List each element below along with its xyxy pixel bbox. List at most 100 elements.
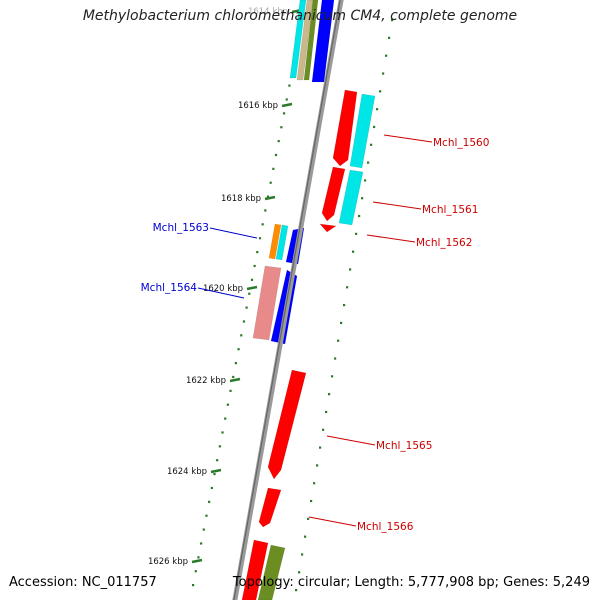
tick-mark-1 <box>281 102 293 108</box>
backbone <box>231 0 344 605</box>
guide-dot-inner-22 <box>240 334 243 337</box>
guide-dot-inner-13 <box>264 209 267 212</box>
guide-dot-inner-38 <box>197 556 200 559</box>
leader-mchl-1561 <box>372 201 422 210</box>
guide-dot-inner-30 <box>218 445 221 448</box>
tick-mark-3 <box>246 285 258 291</box>
guide-dot-inner-9 <box>274 153 278 157</box>
gene-features[interactable] <box>241 0 376 601</box>
gene-label-mchl-1565[interactable]: Mchl_1565 <box>376 440 432 452</box>
guide-dot-inner-12 <box>266 195 270 198</box>
guide-dot-outer-8 <box>367 161 370 164</box>
guide-dot-inner-26 <box>229 389 232 392</box>
guide-dot-inner-39 <box>194 570 197 573</box>
backbone-line <box>231 0 344 605</box>
guide-dot-outer-24 <box>319 446 322 449</box>
guide-dot-inner-40 <box>192 584 195 587</box>
gene-label-mchl-1564[interactable]: Mchl_1564 <box>141 282 198 294</box>
tick-dots <box>192 19 394 592</box>
guide-dot-inner-32 <box>213 473 216 476</box>
tick-mark-6 <box>191 558 203 564</box>
guide-dot-outer-20 <box>331 375 334 378</box>
guide-dot-outer-13 <box>352 250 355 253</box>
tick-mark-2 <box>264 195 276 201</box>
guide-dot-outer-5 <box>376 108 379 111</box>
feature-mchl-1563[interactable] <box>268 223 282 260</box>
guide-dot-inner-7 <box>280 126 283 129</box>
guide-dot-inner-8 <box>277 140 280 143</box>
feature-mchl-1560-cyan[interactable] <box>349 93 376 169</box>
guide-dot-outer-6 <box>373 125 376 129</box>
guide-dot-outer-2 <box>385 54 388 57</box>
guide-dot-outer-28 <box>307 517 310 520</box>
leader-mchl-1565 <box>326 435 376 446</box>
guide-dot-inner-33 <box>210 486 213 490</box>
guide-dot-outer-30 <box>301 553 304 556</box>
guide-dot-outer-29 <box>304 535 307 538</box>
tick-label-1: 1616 kbp <box>238 101 278 111</box>
gene-label-mchl-1560[interactable]: Mchl_1560 <box>433 137 489 149</box>
guide-dot-inner-25 <box>232 375 235 379</box>
gene-label-mchl-1563[interactable]: Mchl_1563 <box>153 222 209 234</box>
guide-dot-outer-10 <box>361 197 364 200</box>
feature-top-cyan[interactable] <box>289 0 307 79</box>
leader-mchl-1560 <box>383 134 433 143</box>
gene-label-mchl-1566[interactable]: Mchl_1566 <box>357 521 414 533</box>
guide-dot-inner-34 <box>208 500 211 503</box>
tick-mark-4 <box>229 377 241 383</box>
gene-label-mchl-1561[interactable]: Mchl_1561 <box>422 204 478 216</box>
tick-label-4: 1622 kbp <box>186 376 226 386</box>
leader-mchl-1564 <box>197 287 245 299</box>
guide-dot-inner-15 <box>258 237 262 240</box>
tick-label-5: 1624 kbp <box>167 467 207 477</box>
guide-dot-inner-4 <box>288 84 291 87</box>
guide-dot-inner-16 <box>256 251 259 254</box>
guide-dot-outer-19 <box>334 357 337 360</box>
gene-label-mchl-1562[interactable]: Mchl_1562 <box>416 237 472 249</box>
guide-dot-outer-22 <box>325 410 328 414</box>
leader-mchl-1563 <box>209 227 258 239</box>
guide-dot-inner-17 <box>253 264 256 268</box>
guide-dot-inner-5 <box>285 98 288 101</box>
guide-dot-outer-18 <box>337 339 340 342</box>
feature-mchl-1566[interactable] <box>258 487 282 528</box>
tick-marks: 1614 kbp 1616 kbp 1618 kbp 1620 kbp 1622 kbp… <box>148 7 303 567</box>
guide-dot-inner-27 <box>226 403 229 406</box>
guide-dot-outer-11 <box>358 214 361 218</box>
guide-dot-outer-23 <box>322 428 325 431</box>
gene-labels[interactable]: Mchl_1560 Mchl_1561 Mchl_1562 Mchl_1563 Mchl… <box>141 137 490 533</box>
tick-label-3: 1620 kbp <box>203 284 243 294</box>
guide-dot-inner-14 <box>261 223 264 226</box>
feature-mchl-1560[interactable] <box>332 89 358 167</box>
feature-mchl-1563-cyan[interactable] <box>275 224 289 261</box>
guide-dot-inner-24 <box>234 362 237 365</box>
feature-mchl-1565[interactable] <box>267 369 307 480</box>
feature-top-blue[interactable] <box>311 0 335 83</box>
guide-dot-outer-27 <box>310 499 313 503</box>
guide-dot-inner-19 <box>248 292 251 295</box>
guide-dot-inner-36 <box>202 528 205 531</box>
guide-dot-inner-11 <box>269 181 272 184</box>
feature-mchl-1561-cyan[interactable] <box>338 169 364 226</box>
guide-dot-outer-0 <box>391 19 394 22</box>
feature-top-tan[interactable] <box>296 0 314 81</box>
map-title: Methylobacterium chloromethanicum CM4, c… <box>82 8 518 24</box>
guide-dot-outer-15 <box>346 286 349 289</box>
feature-mchl-1561[interactable] <box>321 166 346 222</box>
guide-dot-outer-25 <box>316 464 319 467</box>
feature-mchl-1564[interactable] <box>252 265 282 341</box>
guide-dot-outer-17 <box>340 321 343 325</box>
guide-dot-outer-3 <box>382 72 385 75</box>
guide-dot-inner-28 <box>224 417 227 420</box>
accession-text: Accession: NC_011757 <box>9 575 157 590</box>
feature-top-olive[interactable] <box>303 0 319 81</box>
guide-dot-outer-21 <box>328 393 331 396</box>
guide-dot-inner-31 <box>216 459 219 462</box>
guide-dot-inner-29 <box>221 431 224 434</box>
guide-dot-outer-9 <box>364 179 367 182</box>
feature-mchl-1562[interactable] <box>319 223 337 233</box>
guide-dot-outer-1 <box>388 36 391 40</box>
guide-dot-outer-12 <box>355 232 358 235</box>
